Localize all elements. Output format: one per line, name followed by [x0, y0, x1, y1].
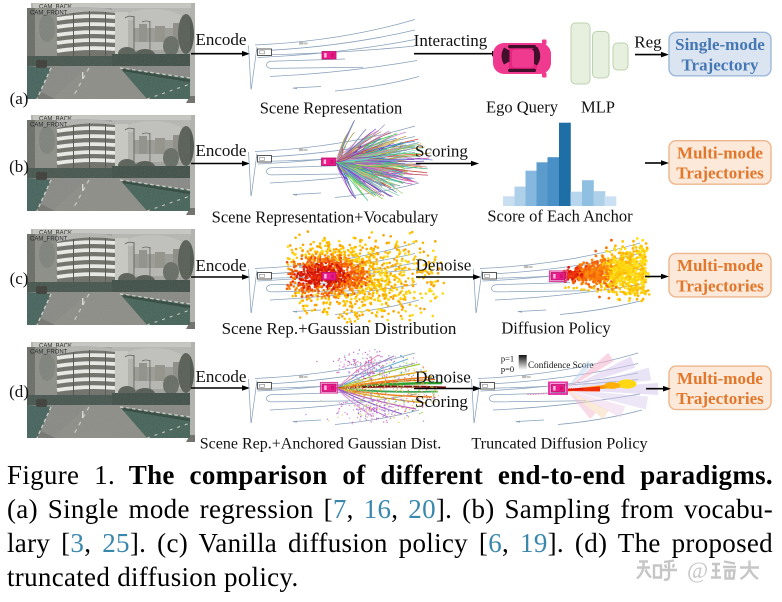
svg-text:Scoring: Scoring [415, 392, 468, 411]
svg-text:Multi-mode: Multi-mode [677, 143, 763, 162]
svg-text:Multi-mode: Multi-mode [677, 369, 763, 388]
svg-text:Trajectories: Trajectories [676, 276, 764, 295]
svg-text:(c): (c) [10, 269, 29, 288]
svg-text:Multi-mode: Multi-mode [677, 256, 763, 275]
svg-text:Denoise: Denoise [415, 368, 471, 387]
svg-text:Ego Query: Ego Query [486, 98, 559, 117]
svg-text:(d): (d) [9, 382, 29, 401]
svg-text:Denoise: Denoise [416, 256, 472, 275]
svg-text:p=0: p=0 [501, 364, 514, 374]
svg-text:Scene Rep.+Gaussian Distributi: Scene Rep.+Gaussian Distribution [222, 319, 457, 338]
svg-text:(b): (b) [9, 157, 29, 176]
svg-text:Confidence Score: Confidence Score [528, 360, 594, 370]
svg-text:Trajectory: Trajectory [681, 55, 759, 74]
svg-text:Reg: Reg [634, 33, 662, 52]
svg-text:Diffusion Policy: Diffusion Policy [501, 319, 611, 338]
svg-text:p=1: p=1 [501, 354, 514, 364]
svg-text:Truncated Diffusion Policy: Truncated Diffusion Policy [471, 435, 648, 453]
svg-text:Score of Each Anchor: Score of Each Anchor [487, 207, 633, 226]
svg-text:Scoring: Scoring [415, 142, 468, 161]
svg-text:(a): (a) [10, 89, 29, 108]
svg-text:Trajectories: Trajectories [676, 164, 764, 183]
svg-text:MLP: MLP [581, 98, 615, 117]
svg-text:Encode: Encode [196, 256, 247, 275]
svg-text:Encode: Encode [196, 367, 247, 386]
svg-text:Interacting: Interacting [414, 31, 488, 50]
svg-text:@: @ [687, 558, 708, 583]
svg-text:Encode: Encode [196, 141, 247, 160]
svg-text:Scene Rep.+Anchored Gaussian D: Scene Rep.+Anchored Gaussian Dist. [200, 436, 441, 453]
svg-text:Scene Representation: Scene Representation [260, 99, 403, 118]
svg-text:Scene Representation+Vocabular: Scene Representation+Vocabulary [212, 208, 439, 227]
svg-text:Single-mode: Single-mode [675, 35, 765, 54]
svg-text:Encode: Encode [196, 30, 247, 49]
svg-text:Trajectories: Trajectories [676, 389, 764, 408]
